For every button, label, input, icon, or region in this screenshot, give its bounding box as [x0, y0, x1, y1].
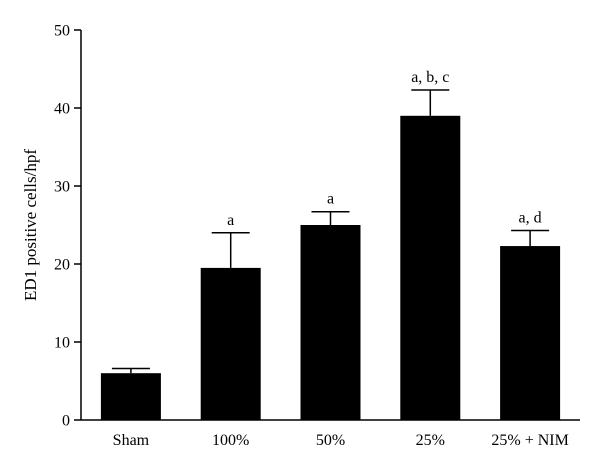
y-axis-label: ED1 positive cells/hpf [21, 149, 40, 301]
y-tick-label: 40 [54, 101, 70, 118]
x-tick-label: 100% [212, 432, 249, 449]
y-tick-label: 20 [54, 257, 70, 274]
y-tick-label: 50 [54, 23, 70, 40]
x-tick-label: 25% [416, 432, 445, 449]
y-tick-label: 30 [54, 179, 70, 196]
bar-annotation: a, b, c [411, 69, 449, 86]
bar [500, 246, 561, 420]
y-axis: 0 10 20 30 40 50 [54, 23, 82, 430]
bar [200, 267, 261, 420]
x-tick-label: 50% [316, 432, 345, 449]
x-axis: Sham 100% 50% 25% 25% + NIM [81, 419, 580, 449]
bars: a a a, b, c a, d [100, 69, 561, 421]
bar-annotation: a [327, 191, 334, 208]
bar [100, 373, 161, 420]
y-tick-label: 0 [62, 413, 70, 430]
bar-annotation: a, d [519, 209, 542, 226]
y-tick-label: 10 [54, 335, 70, 352]
x-tick-label: Sham [113, 432, 150, 449]
x-tick-label: 25% + NIM [491, 432, 568, 449]
bar [400, 115, 461, 421]
bar [300, 225, 361, 420]
bar-annotation: a [227, 212, 234, 229]
